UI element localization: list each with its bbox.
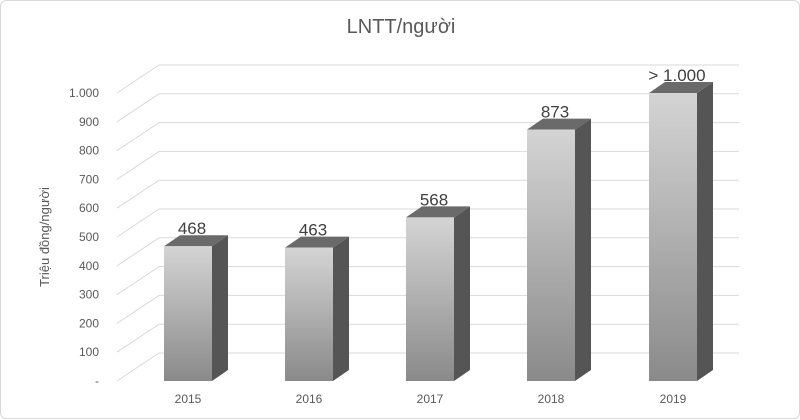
y-tick-label: 800: [79, 144, 99, 158]
bar-side: [454, 206, 470, 381]
bar-top: [527, 118, 591, 130]
bar: [164, 235, 228, 381]
bar-front: [649, 93, 697, 381]
bar-top: [406, 206, 470, 218]
bar-front: [406, 217, 454, 381]
y-tick-label: 300: [79, 288, 99, 302]
y-tick-label: 1.000: [69, 86, 99, 100]
data-labels: 468 463 568 873 > 1.000: [178, 66, 706, 240]
data-label: 468: [178, 219, 206, 238]
y-tick-label: 600: [79, 201, 99, 215]
x-tick-label: 2018: [538, 392, 565, 406]
y-tick-label: 400: [79, 259, 99, 273]
y-tick-label: 900: [79, 115, 99, 129]
x-axis-ticks: 2015 2016 2017 2018 2019: [175, 392, 687, 406]
gridline: [116, 64, 739, 94]
bar-side: [333, 236, 349, 381]
bar: [649, 82, 713, 381]
bar-front: [285, 247, 333, 381]
x-tick-label: 2017: [417, 392, 444, 406]
gridline: [116, 150, 739, 180]
y-axis-label: Triệu đồng/người: [37, 187, 52, 287]
y-tick-label: -: [95, 374, 99, 388]
bar-side: [697, 82, 713, 381]
x-tick-label: 2016: [296, 392, 323, 406]
bar-front: [527, 129, 575, 381]
bar-top: [164, 235, 228, 247]
chart-title: LNTT/người: [347, 16, 456, 38]
data-label: 873: [541, 103, 569, 122]
bar-side: [212, 235, 228, 381]
y-tick-label: 200: [79, 316, 99, 330]
gridline: [116, 93, 739, 123]
bar-side: [575, 118, 591, 382]
x-tick-label: 2019: [660, 392, 687, 406]
bar-top: [285, 236, 349, 248]
y-tick-label: 700: [79, 172, 99, 186]
bar: [527, 118, 591, 382]
bars: [164, 82, 713, 382]
x-tick-label: 2015: [175, 392, 202, 406]
bar-front: [164, 246, 212, 381]
bar: [406, 206, 470, 381]
bar: [285, 236, 349, 381]
y-tick-label: 100: [79, 345, 99, 359]
data-label: 463: [299, 221, 327, 240]
gridline: [116, 122, 739, 152]
y-tick-label: 500: [79, 230, 99, 244]
bar-top: [649, 82, 713, 93]
data-label: > 1.000: [648, 66, 705, 85]
y-axis-ticks: - 100 200 300 400 500 600 700 800 900 1.000: [69, 86, 99, 388]
gridlines: [116, 64, 739, 382]
data-label: 568: [420, 190, 448, 209]
